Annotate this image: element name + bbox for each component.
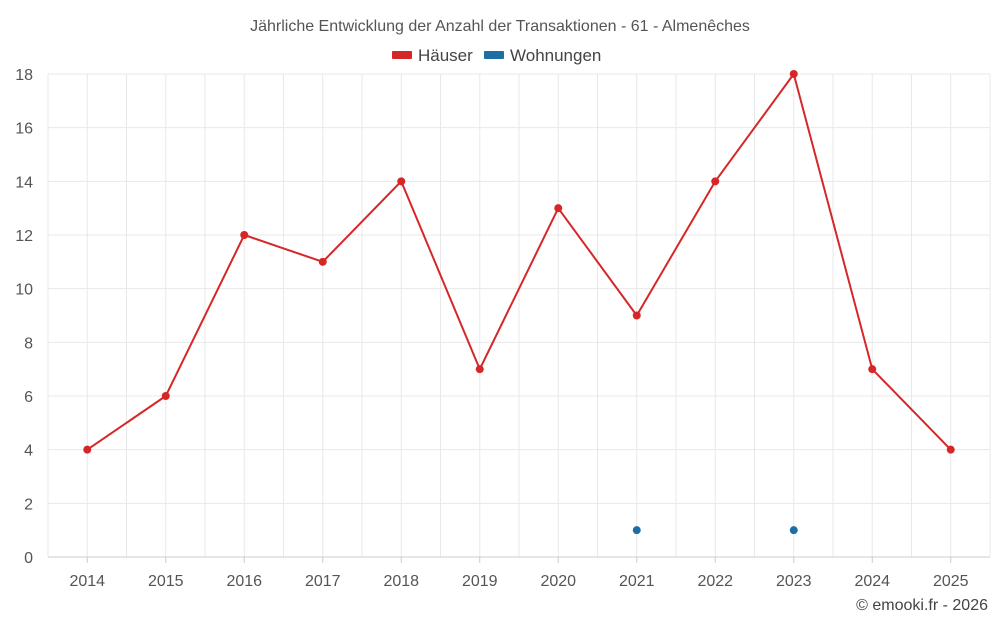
legend-label-wohnungen: Wohnungen: [510, 46, 601, 65]
data-point[interactable]: [789, 70, 798, 78]
x-tick-label: 2019: [462, 573, 498, 590]
data-point[interactable]: [397, 177, 406, 186]
y-tick-label: 0: [24, 550, 33, 567]
series-1: [632, 526, 798, 535]
x-tick-label: 2023: [776, 573, 812, 590]
y-tick-label: 16: [15, 121, 33, 138]
data-point[interactable]: [946, 445, 955, 454]
x-tick-label: 2015: [148, 573, 184, 590]
legend-label-haeuser: Häuser: [418, 46, 473, 65]
y-tick-label: 10: [15, 282, 33, 299]
y-tick-label: 18: [15, 67, 33, 84]
series-0: [83, 70, 955, 454]
data-point[interactable]: [318, 257, 327, 266]
grid-lines: [47, 73, 991, 558]
x-tick-label: 2025: [933, 573, 969, 590]
x-axis-ticks: 2014 2015 2016 2017 2018 2019 2020 2021 2022 2023…: [69, 557, 969, 590]
data-point[interactable]: [632, 526, 641, 535]
y-tick-label: 4: [24, 443, 33, 460]
chart-title: Jährliche Entwicklung der Anzahl der Tra…: [250, 18, 750, 35]
credit-text: © emooki.fr - 2026: [856, 597, 988, 614]
x-tick-label: 2022: [697, 573, 733, 590]
y-tick-label: 14: [15, 174, 33, 191]
x-tick-label: 2020: [540, 573, 576, 590]
series-layer: [83, 70, 955, 535]
y-tick-label: 12: [15, 228, 33, 245]
x-tick-label: 2014: [69, 573, 105, 590]
data-point[interactable]: [240, 231, 249, 239]
data-point[interactable]: [83, 445, 92, 454]
y-tick-label: 8: [24, 335, 33, 352]
data-point[interactable]: [161, 392, 170, 400]
x-tick-label: 2024: [854, 573, 890, 590]
x-tick-label: 2018: [383, 573, 419, 590]
legend-item-wohnungen[interactable]: Wohnungen: [484, 46, 601, 65]
data-point[interactable]: [554, 204, 563, 213]
legend-item-haeuser[interactable]: Häuser: [392, 46, 473, 65]
data-point[interactable]: [868, 365, 877, 374]
chart-legend: Häuser Wohnungen: [392, 46, 601, 65]
y-tick-label: 2: [24, 496, 33, 513]
x-tick-label: 2016: [226, 573, 262, 590]
series-line: [86, 73, 952, 451]
data-point[interactable]: [632, 311, 641, 320]
y-axis-ticks: 0 2 4 6 8 10 12 14 16 18: [15, 67, 33, 567]
y-tick-label: 6: [24, 389, 33, 406]
data-point[interactable]: [789, 526, 798, 535]
data-point[interactable]: [711, 177, 720, 186]
legend-swatch-haeuser: [392, 51, 412, 59]
data-point[interactable]: [475, 365, 484, 374]
x-tick-label: 2021: [619, 573, 655, 590]
legend-swatch-wohnungen: [484, 51, 504, 59]
x-tick-label: 2017: [305, 573, 341, 590]
